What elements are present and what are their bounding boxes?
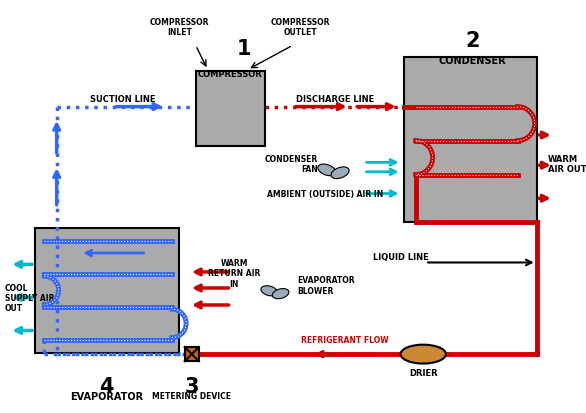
Ellipse shape: [331, 167, 349, 179]
Text: 1: 1: [237, 38, 251, 59]
Text: 2: 2: [465, 31, 479, 51]
Ellipse shape: [261, 286, 278, 296]
Text: 4: 4: [100, 376, 114, 396]
Text: DRIER: DRIER: [409, 368, 438, 377]
Bar: [196, 71, 264, 147]
Bar: [35, 229, 179, 353]
Text: REFRIGERANT FLOW: REFRIGERANT FLOW: [301, 335, 389, 344]
Text: SUCTION LINE: SUCTION LINE: [90, 95, 155, 104]
Ellipse shape: [318, 165, 336, 176]
Text: EVAPORATOR
BLOWER: EVAPORATOR BLOWER: [298, 276, 355, 295]
Text: COOL
SUPPLY AIR
OUT: COOL SUPPLY AIR OUT: [5, 283, 54, 313]
Bar: [404, 57, 537, 222]
Text: AMBIENT (OUTSIDE) AIR IN: AMBIENT (OUTSIDE) AIR IN: [267, 190, 384, 199]
Text: EVAPORATOR: EVAPORATOR: [70, 391, 144, 401]
Text: METERING DEVICE: METERING DEVICE: [152, 391, 231, 400]
Bar: [185, 347, 199, 361]
Ellipse shape: [272, 289, 289, 299]
Text: WARM
RETURN AIR
IN: WARM RETURN AIR IN: [208, 258, 260, 288]
Text: WARM
AIR OUT: WARM AIR OUT: [548, 154, 586, 173]
Text: COMPRESSOR: COMPRESSOR: [197, 70, 262, 78]
Text: LIQUID LINE: LIQUID LINE: [373, 253, 429, 262]
Text: DISCHARGE LINE: DISCHARGE LINE: [297, 95, 374, 104]
Text: 3: 3: [185, 376, 199, 396]
Ellipse shape: [401, 345, 446, 364]
Text: CONDENSER: CONDENSER: [438, 55, 506, 66]
Text: COMPRESSOR
OUTLET: COMPRESSOR OUTLET: [271, 18, 330, 37]
Text: COMPRESSOR
INLET: COMPRESSOR INLET: [150, 18, 209, 37]
Text: CONDENSER
FAN: CONDENSER FAN: [265, 154, 318, 173]
